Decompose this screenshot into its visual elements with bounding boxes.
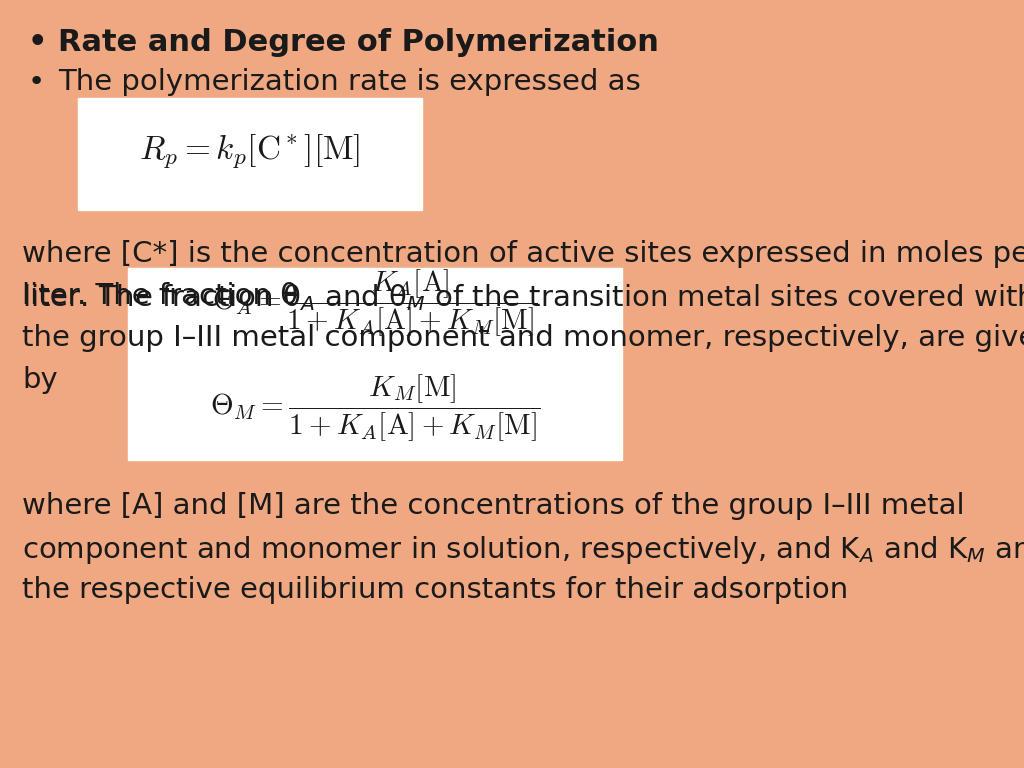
Text: where [C*] is the concentration of active sites expressed in moles per: where [C*] is the concentration of activ… (22, 240, 1024, 268)
Text: Rate and Degree of Polymerization: Rate and Degree of Polymerization (58, 28, 658, 57)
Text: $R_p = k_p[\mathrm{C^*}][\mathrm{M}]$: $R_p = k_p[\mathrm{C^*}][\mathrm{M}]$ (139, 132, 360, 170)
Text: by: by (22, 366, 57, 394)
FancyBboxPatch shape (128, 268, 622, 460)
Text: $\Theta_M = \dfrac{K_M[\mathrm{M}]}{1 + K_A[\mathrm{A}] + K_M[\mathrm{M}]}$: $\Theta_M = \dfrac{K_M[\mathrm{M}]}{1 + … (210, 372, 540, 443)
Text: liter. The fraction θ: liter. The fraction θ (22, 282, 298, 310)
Text: •: • (28, 68, 45, 96)
FancyBboxPatch shape (78, 98, 422, 210)
Text: component and monomer in solution, respectively, and K$_A$ and K$_M$ are: component and monomer in solution, respe… (22, 534, 1024, 566)
Text: •: • (28, 28, 47, 57)
Text: where [A] and [M] are the concentrations of the group I–III metal: where [A] and [M] are the concentrations… (22, 492, 965, 520)
Text: the group I–III metal component and monomer, respectively, are given: the group I–III metal component and mono… (22, 324, 1024, 352)
Text: liter. The fraction θ$_A$ and θ$_M$ of the transition metal sites covered with: liter. The fraction θ$_A$ and θ$_M$ of t… (22, 282, 1024, 313)
Text: The polymerization rate is expressed as: The polymerization rate is expressed as (58, 68, 641, 96)
Text: the respective equilibrium constants for their adsorption: the respective equilibrium constants for… (22, 576, 848, 604)
Text: $\Theta_A = \dfrac{K_A[\mathrm{A}]}{1 + K_A[\mathrm{A}] + K_M[\mathrm{M}]}$: $\Theta_A = \dfrac{K_A[\mathrm{A}]}{1 + … (212, 267, 538, 339)
